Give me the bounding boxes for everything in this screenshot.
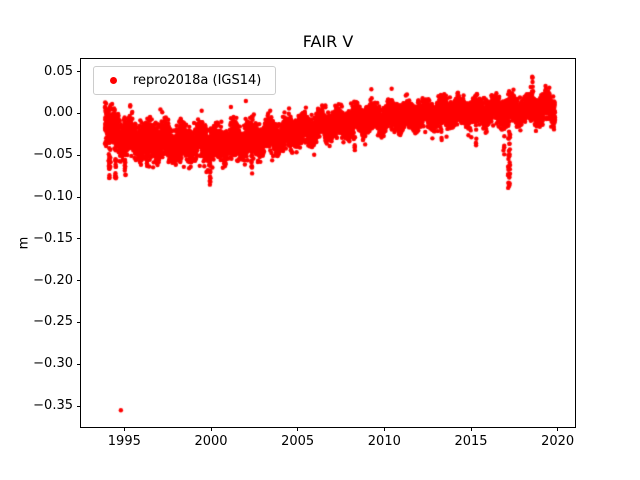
- y-tick-mark: [77, 154, 81, 156]
- y-tick-mark: [77, 196, 81, 198]
- y-tick-label: −0.25: [33, 314, 73, 330]
- x-tick-label: 1995: [107, 434, 141, 449]
- x-tick-mark: [470, 427, 472, 431]
- y-tick-label: −0.30: [33, 356, 73, 372]
- y-tick-label: −0.05: [33, 147, 73, 163]
- y-tick-mark: [77, 112, 81, 114]
- y-tick-label: −0.35: [33, 398, 73, 414]
- x-tick-label: 2015: [454, 434, 488, 449]
- x-tick-mark: [383, 427, 385, 431]
- plot-area: repro2018a (IGS14): [80, 58, 576, 428]
- x-tick-mark: [123, 427, 125, 431]
- y-tick-mark: [77, 238, 81, 240]
- y-tick-mark: [77, 405, 81, 407]
- x-tick-mark: [297, 427, 299, 431]
- x-tick-label: 2000: [194, 434, 228, 449]
- scatter-canvas: [81, 59, 575, 427]
- y-tick-label: 0.05: [44, 63, 73, 79]
- legend-label: repro2018a (IGS14): [133, 73, 262, 88]
- legend-marker-icon: [110, 77, 117, 84]
- x-tick-label: 2010: [367, 434, 401, 449]
- y-tick-label: 0.00: [44, 105, 73, 121]
- x-tick-mark: [210, 427, 212, 431]
- legend: repro2018a (IGS14): [93, 66, 277, 95]
- y-tick-mark: [77, 321, 81, 323]
- chart-title: FAIR V: [302, 32, 354, 51]
- y-tick-mark: [77, 71, 81, 73]
- y-tick-mark: [77, 363, 81, 365]
- y-tick-label: −0.10: [33, 189, 73, 204]
- x-tick-label: 2020: [541, 434, 575, 449]
- x-tick-mark: [557, 427, 559, 431]
- x-tick-label: 2005: [281, 434, 315, 449]
- y-tick-label: −0.20: [33, 272, 73, 288]
- y-tick-mark: [77, 280, 81, 282]
- y-tick-label: −0.15: [33, 230, 73, 246]
